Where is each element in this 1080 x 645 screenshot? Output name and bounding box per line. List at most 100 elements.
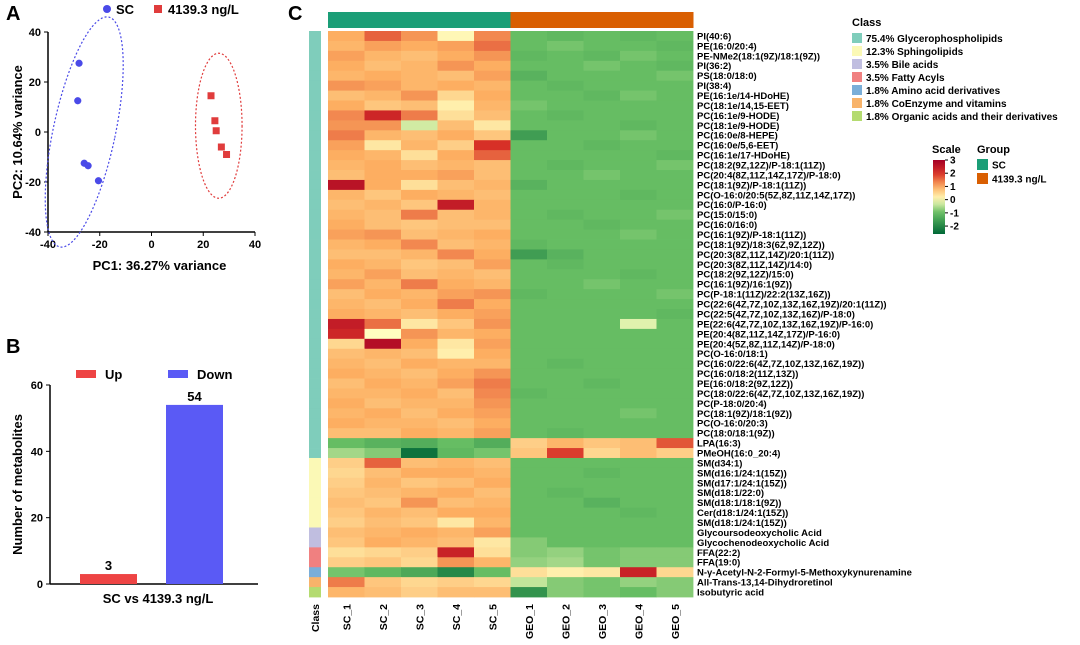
heatmap-cell xyxy=(656,40,694,52)
heatmap-cell xyxy=(656,199,694,211)
heatmap-cell xyxy=(401,527,438,538)
heatmap-cell xyxy=(364,318,402,330)
heatmap-cell xyxy=(510,507,548,518)
heatmap-cell xyxy=(510,428,548,439)
heatmap-cell xyxy=(583,229,621,240)
heatmap-cell xyxy=(437,467,475,479)
heatmap-cell xyxy=(401,567,438,578)
heatmap-cell xyxy=(620,70,657,82)
class-annotation-cell xyxy=(309,140,321,151)
heatmap-cell xyxy=(364,527,402,538)
heatmap-cell xyxy=(328,368,365,379)
heatmap-cell xyxy=(656,100,694,111)
row-label: PC(O-16:0/18:1) xyxy=(697,349,768,360)
heatmap-cell xyxy=(620,457,657,469)
heatmap-cell xyxy=(401,457,438,469)
heatmap-cell xyxy=(401,309,438,320)
heatmap-cell xyxy=(401,388,438,399)
heatmap-cell xyxy=(474,547,511,558)
heatmap-cell xyxy=(401,547,438,558)
class-annotation-cell xyxy=(309,31,321,42)
heatmap-cell xyxy=(437,428,475,439)
heatmap-cell xyxy=(656,368,694,379)
class-annotation-cell xyxy=(309,348,321,360)
heatmap-cell xyxy=(364,120,402,131)
heatmap-cell xyxy=(583,259,621,270)
heatmap-cell xyxy=(510,318,548,330)
row-label: PC(16:1(9Z)/16:1(9Z)) xyxy=(697,280,792,291)
class-legend-swatch xyxy=(852,72,862,82)
heatmap-cell xyxy=(401,120,438,131)
heatmap-cell xyxy=(364,477,402,489)
group-legend-swatch xyxy=(977,173,988,184)
heatmap-cell xyxy=(583,328,621,340)
heatmap-cell xyxy=(474,150,511,161)
panel-label-c: C xyxy=(288,3,302,25)
heatmap-cell xyxy=(510,60,548,72)
scale-tick-label: 0 xyxy=(950,195,956,206)
heatmap-cell xyxy=(364,160,402,171)
row-label: PC(16:0/22:6(4Z,7Z,10Z,13Z,16Z,19Z)) xyxy=(697,359,864,370)
heatmap-cell xyxy=(364,309,402,320)
heatmap-cell xyxy=(583,448,621,459)
heatmap-cell xyxy=(583,130,621,141)
heatmap-cell xyxy=(474,428,511,439)
heatmap-cell xyxy=(656,179,694,191)
heatmap-cell xyxy=(583,438,621,449)
heatmap-cell xyxy=(583,110,621,121)
row-label: PI(40:6) xyxy=(697,31,731,42)
heatmap-cell xyxy=(510,309,548,320)
row-label: PC(16:1e/9-HODE) xyxy=(697,111,779,122)
heatmap-cell xyxy=(620,477,657,489)
scale-colorbar xyxy=(933,160,945,234)
class-annotation-cell xyxy=(309,388,321,399)
heatmap-cell xyxy=(510,328,548,340)
heatmap-cell xyxy=(328,239,365,250)
heatmap-cell xyxy=(510,467,548,479)
heatmap-cell xyxy=(474,497,511,509)
heatmap-cell xyxy=(510,239,548,250)
heatmap-cell xyxy=(620,199,657,211)
heatmap-cell xyxy=(620,289,657,300)
heatmap-cell xyxy=(510,259,548,270)
row-label: LPA(16:3) xyxy=(697,439,741,450)
heatmap-cell xyxy=(437,587,475,598)
heatmap-cell xyxy=(474,487,511,499)
heatmap-cell xyxy=(364,328,402,340)
heatmap-cell xyxy=(510,547,548,558)
heatmap-cell xyxy=(547,348,584,360)
heatmap-cell xyxy=(510,368,548,379)
row-label: Glycoursodeoxycholic Acid xyxy=(697,528,822,539)
heatmap-cell xyxy=(437,408,475,419)
heatmap-cell xyxy=(364,299,402,310)
heatmap-cell xyxy=(328,438,365,449)
heatmap-cell xyxy=(401,497,438,509)
heatmap-cell xyxy=(328,209,365,221)
heatmap-cell xyxy=(474,239,511,250)
class-legend-label: 1.8% Organic acids and their derivatives xyxy=(866,112,1058,123)
class-annotation-cell xyxy=(309,527,321,538)
heatmap-cell xyxy=(474,467,511,479)
heatmap-cell xyxy=(401,408,438,419)
heatmap-cell xyxy=(401,398,438,409)
heatmap-cell xyxy=(656,90,694,101)
heatmap-cell xyxy=(510,120,548,131)
heatmap-cell xyxy=(583,239,621,250)
heatmap-cell xyxy=(364,557,402,568)
heatmap-cell xyxy=(401,368,438,379)
heatmap-cell xyxy=(474,120,511,131)
heatmap-cell xyxy=(620,130,657,141)
heatmap-cell xyxy=(328,140,365,151)
bar-value-label: 3 xyxy=(105,558,112,573)
heatmap-cell xyxy=(620,249,657,260)
heatmap-cell xyxy=(620,328,657,340)
heatmap-cell xyxy=(364,348,402,360)
scatter-point-sc xyxy=(84,162,92,170)
heatmap-cell xyxy=(656,507,694,518)
heatmap-cell xyxy=(328,170,365,181)
heatmap-cell xyxy=(547,229,584,240)
heatmap-cell xyxy=(437,150,475,161)
heatmap-cell xyxy=(583,567,621,578)
class-annotation-cell xyxy=(309,418,321,429)
heatmap-cell xyxy=(620,50,657,62)
